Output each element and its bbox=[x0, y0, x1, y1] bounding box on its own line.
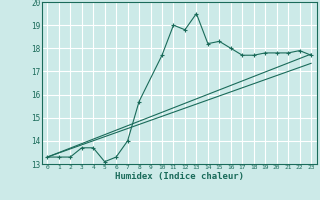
X-axis label: Humidex (Indice chaleur): Humidex (Indice chaleur) bbox=[115, 172, 244, 181]
